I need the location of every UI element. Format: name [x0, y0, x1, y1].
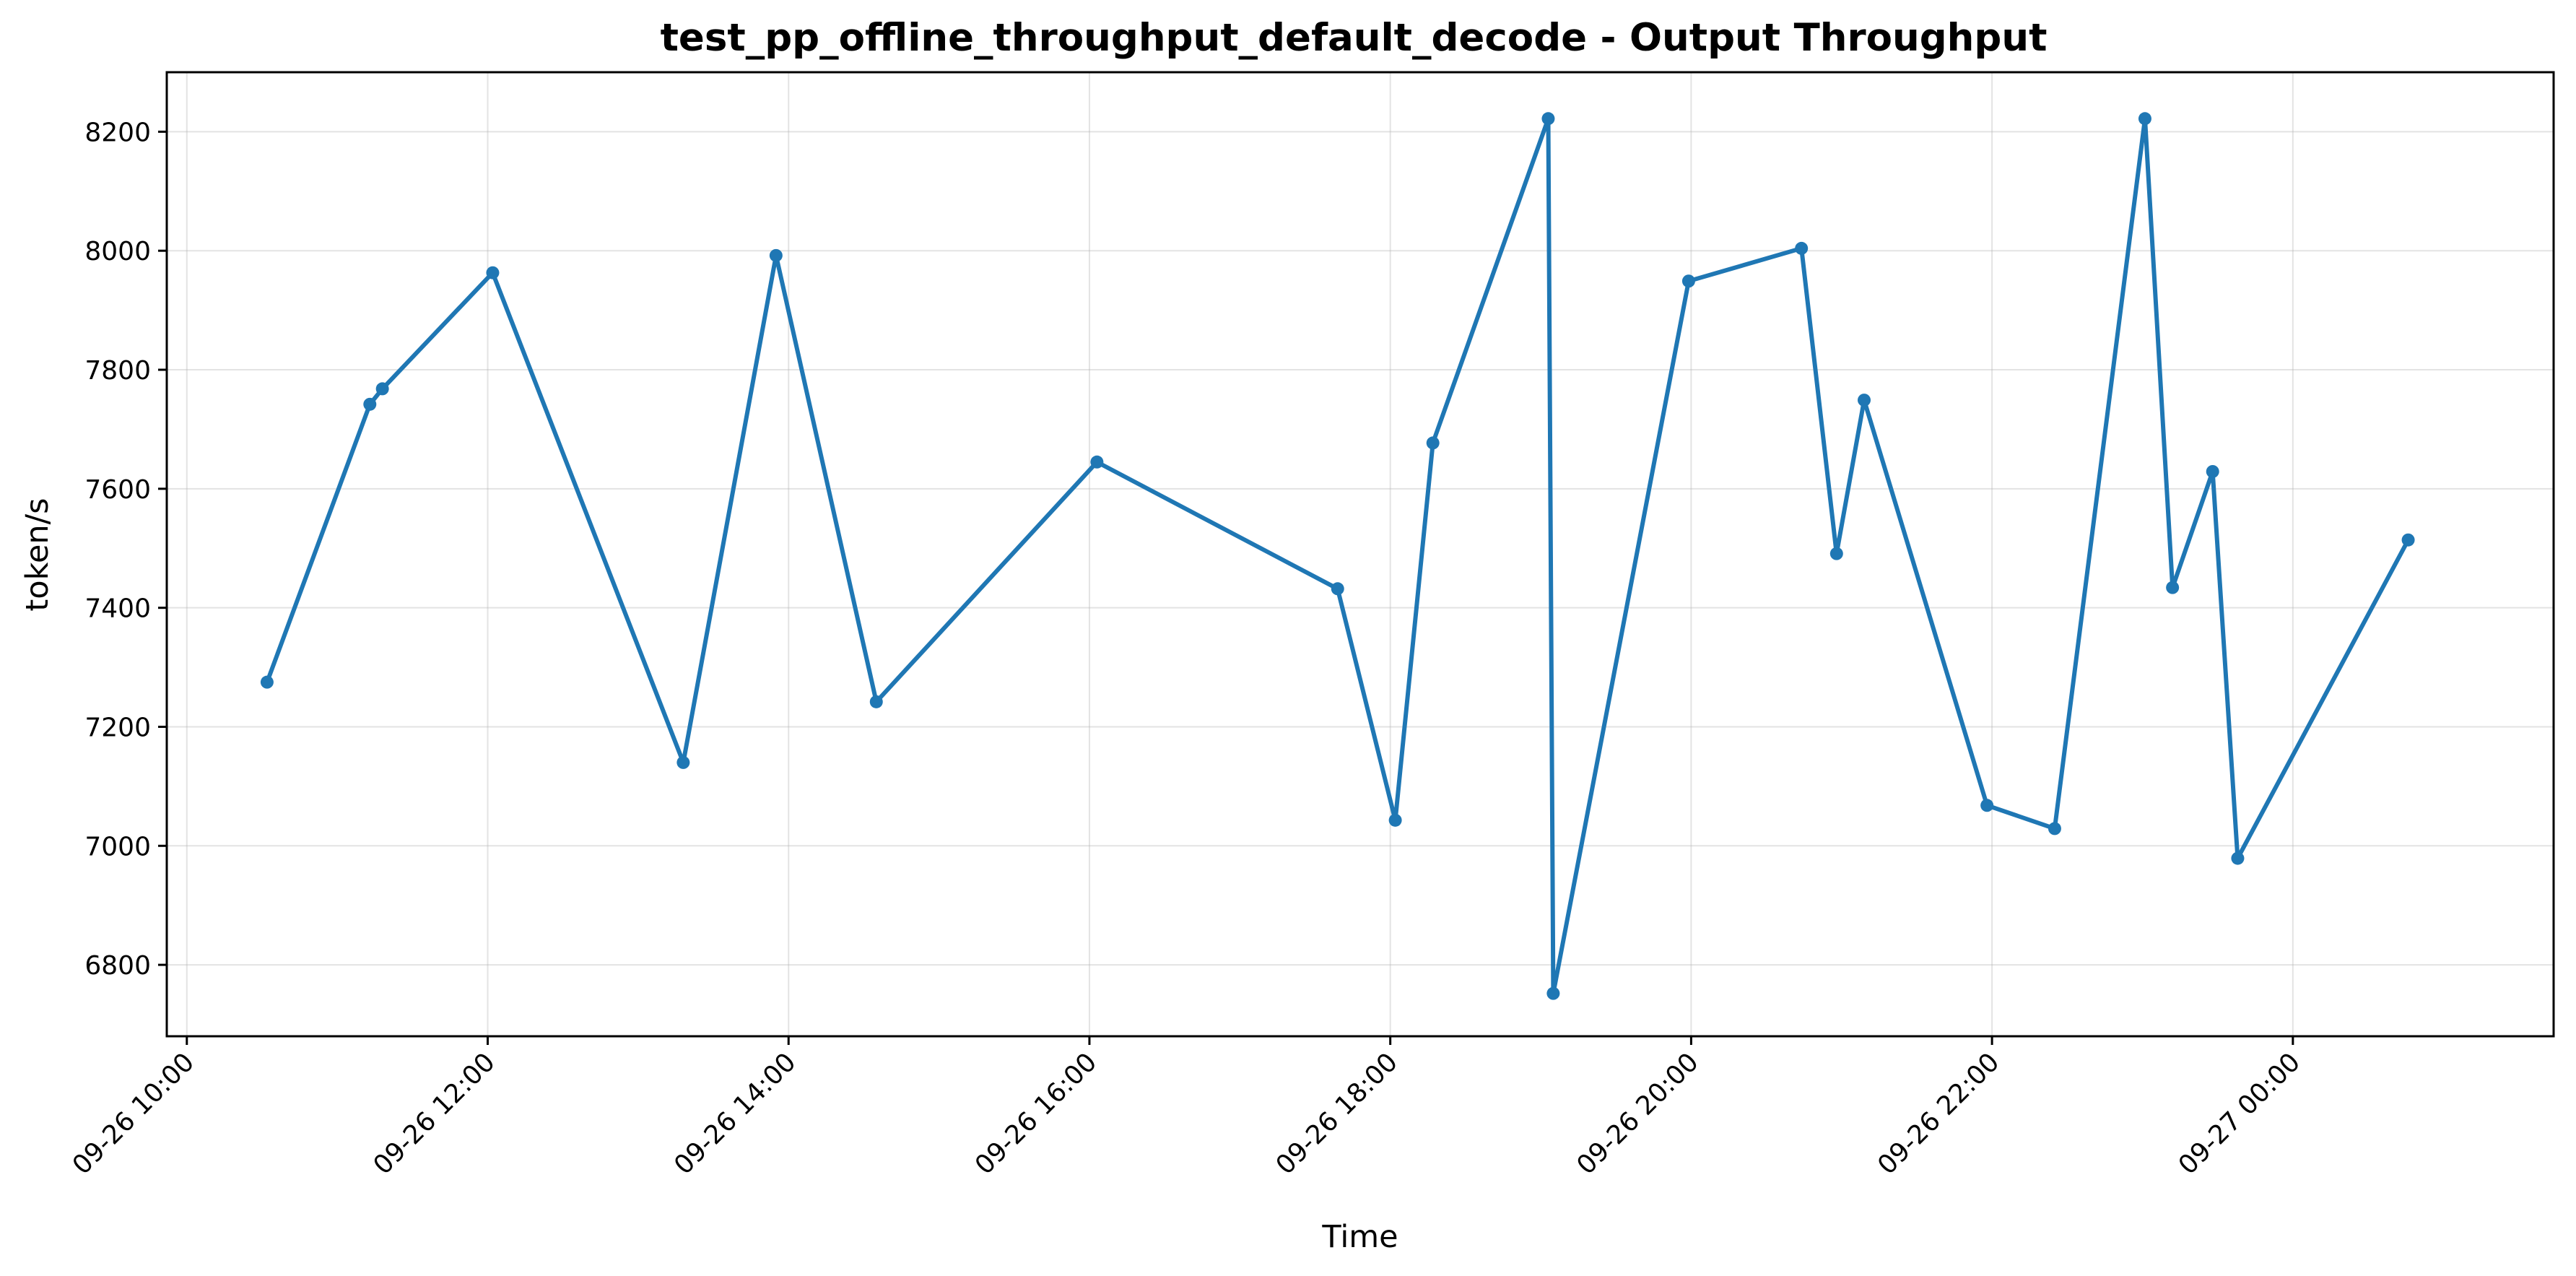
- gridlines: [167, 72, 2554, 1036]
- data-point: [676, 755, 690, 769]
- data-point: [1980, 799, 1994, 812]
- data-point: [1546, 986, 1560, 1000]
- y-tick-label: 7600: [84, 475, 151, 505]
- y-tick-label: 8000: [84, 237, 151, 266]
- y-tick-label: 7800: [84, 356, 151, 386]
- data-point: [1829, 547, 1843, 560]
- data-point: [2048, 822, 2061, 836]
- data-point: [1331, 582, 1344, 596]
- data-point: [2231, 851, 2245, 865]
- data-point: [2138, 112, 2151, 126]
- data-point: [2401, 533, 2415, 547]
- y-tick-label: 6800: [84, 951, 151, 981]
- data-point: [1426, 436, 1440, 450]
- y-tick-label: 7200: [84, 713, 151, 742]
- plot-area-frame: [165, 71, 2555, 1038]
- data-point: [363, 397, 377, 411]
- data-point: [869, 695, 883, 708]
- y-tick-label: 8200: [84, 118, 151, 147]
- data-point: [1681, 274, 1695, 288]
- y-tick-label: 7400: [84, 594, 151, 624]
- data-point: [1858, 394, 1871, 407]
- x-axis-label: Time: [1321, 1219, 1398, 1255]
- y-axis-label: token/s: [19, 498, 56, 611]
- data-point: [1541, 112, 1555, 126]
- y-tick-label: 7000: [84, 832, 151, 861]
- data-point: [1090, 455, 1104, 469]
- data-point: [2206, 464, 2219, 478]
- series-line: [264, 116, 2411, 996]
- data-point: [1795, 241, 1809, 255]
- data-point: [1388, 813, 1402, 827]
- data-point: [486, 266, 500, 279]
- data-point: [2166, 581, 2180, 594]
- data-series: [260, 112, 2415, 1000]
- data-point: [260, 675, 274, 689]
- chart-title: test_pp_offline_throughput_default_decod…: [661, 16, 2048, 60]
- data-point: [769, 248, 783, 262]
- data-point: [375, 382, 389, 396]
